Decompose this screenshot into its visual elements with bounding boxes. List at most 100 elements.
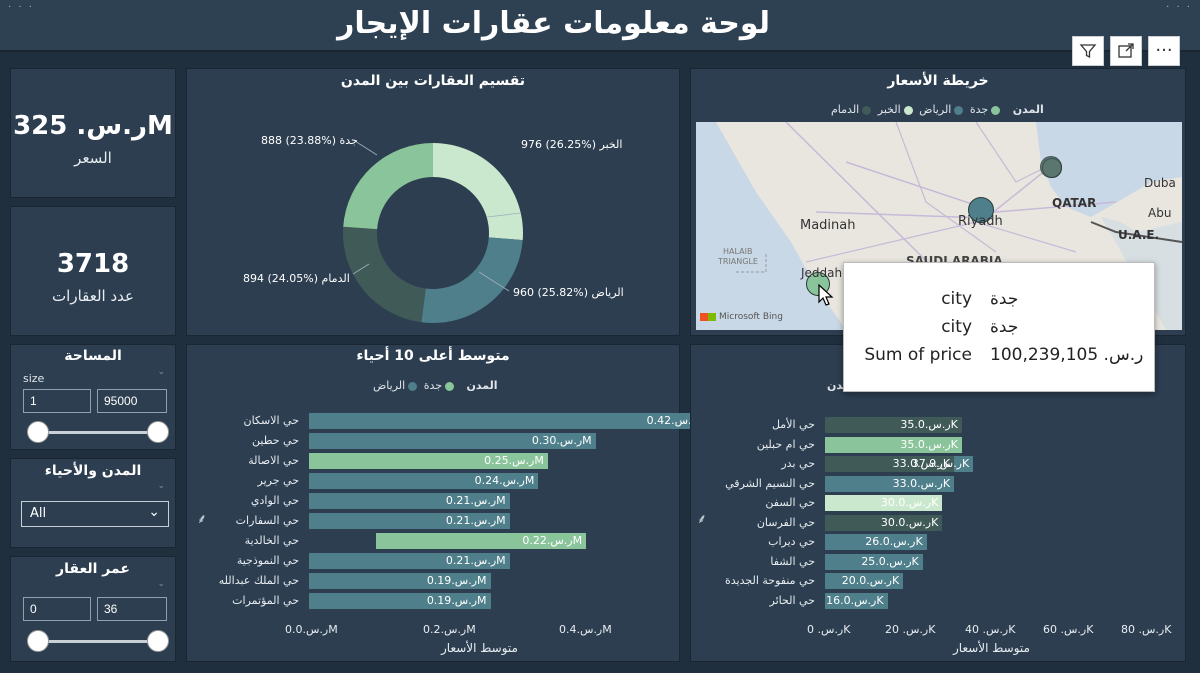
bar[interactable] (309, 413, 711, 429)
bar-value-label: ر.س.26.0K (865, 535, 923, 548)
title-dots-right: · · · (1166, 2, 1192, 13)
bar[interactable] (309, 493, 510, 509)
more-options-icon[interactable]: ··· (1148, 36, 1180, 66)
donut-slice-0[interactable] (433, 143, 523, 241)
tooltip-value: جدة (990, 289, 1019, 309)
tooltip-value: جدة (990, 317, 1019, 337)
donut-label-khobar: 976 (26.25%) الخبر (521, 138, 623, 151)
bar[interactable] (309, 473, 539, 489)
bar[interactable] (309, 553, 510, 569)
age-slider-track[interactable] (37, 640, 157, 643)
bar[interactable] (825, 436, 962, 453)
bar-category-label: حي الفرسان (756, 515, 815, 529)
bar[interactable] (825, 495, 943, 511)
bar-category-label: حي الأمل (771, 418, 815, 431)
age-max-input[interactable] (97, 597, 167, 621)
bar-category-label: حي الوادي (250, 494, 299, 507)
age-slicer-title: عمر العقار (56, 561, 130, 577)
top-neighborhoods-chart-panel: متوسط أعلى 10 أحياء المدن جدة الرياض ⸙ ح… (186, 344, 711, 662)
bar[interactable] (825, 475, 955, 492)
tooltip-key: Sum of price (864, 345, 972, 365)
bar[interactable] (825, 592, 888, 609)
age-slider-min-handle[interactable] (27, 630, 49, 652)
donut-label-riyadh: 960 (25.82%) الرياض (513, 286, 624, 299)
donut-slice-2[interactable] (343, 226, 426, 323)
donut-label-dammam: 894 (24.05%) الدمام (243, 272, 350, 285)
area-slider-max-handle[interactable] (147, 421, 169, 443)
chevron-down-icon[interactable]: ⌄ (157, 579, 165, 589)
area-slider-min-handle[interactable] (27, 421, 49, 443)
map-bubble-riyadh[interactable] (968, 197, 994, 223)
kpi-price-card: ر.س. 325M السعر (10, 68, 176, 198)
page-title: لوحة معلومات عقارات الإيجار (337, 6, 770, 41)
bar-value-label: ر.س.0.21M (445, 514, 506, 527)
bar-category-label: حي الشفا (770, 554, 815, 568)
tooltip-row: city جدة (844, 289, 1156, 315)
legend-dot-jeddah (991, 105, 1001, 115)
bing-logo-text: Microsoft Bing (719, 312, 783, 322)
city-slicer: المدن والأحياء ⌄ All ⌄ (10, 458, 176, 548)
bar-value-label: ر.س.30.0K (880, 515, 939, 529)
bar[interactable] (309, 593, 491, 609)
donut-slice-1[interactable] (421, 237, 523, 323)
bar[interactable] (309, 573, 491, 589)
chevron-down-icon[interactable]: ⌄ (157, 481, 165, 491)
bar-value-label: ر.س.16.0K (826, 593, 884, 607)
map-label-dubai: Duba (1144, 176, 1176, 190)
bar[interactable] (375, 533, 587, 549)
bar-value-label: ر.س.30.0K (880, 496, 939, 509)
area-max-input[interactable] (97, 389, 167, 413)
bar-category-label: حي السفارات (235, 514, 299, 527)
bar-category-label: حي ديراب (768, 535, 815, 548)
bar-category-label: حي الحائر (769, 593, 815, 607)
legend-dot-riyadh (408, 381, 418, 391)
bar-category-label: حي المؤتمرات (232, 594, 299, 607)
left-bar-legend: المدن جدة الرياض (373, 379, 498, 392)
bar-category-label: حي بدر (781, 457, 815, 470)
bar-value-label: ر.س.0.21M (445, 554, 506, 567)
area-min-input[interactable] (23, 389, 91, 413)
age-slider-max-handle[interactable] (147, 630, 169, 652)
bar[interactable] (825, 456, 955, 472)
bar[interactable] (825, 514, 943, 531)
left-x-tick: ر.س.0.4M (559, 623, 612, 636)
bar-category-label: حي السفن (765, 496, 815, 509)
expand-icon[interactable] (1110, 36, 1142, 66)
bar-category-label: حي حطين (252, 434, 299, 447)
donut-chart-title: تقسيم العقارات بين المدن (340, 73, 526, 89)
title-dots-left: · · · (8, 2, 34, 13)
right-x-tick: ر.س. 20K (885, 623, 936, 636)
bar-category-label: حي الاصالة (248, 454, 299, 467)
chevron-down-icon[interactable]: ⌄ (157, 367, 165, 377)
legend-dot-dammam (862, 105, 872, 115)
map-bubble-dammam[interactable] (1040, 156, 1062, 178)
map-tooltip: city جدة city جدة Sum of price ر.س. 100,… (843, 262, 1155, 392)
legend-dot-jeddah (445, 381, 455, 391)
left-bar-chart-title: متوسط أعلى 10 أحياء (356, 348, 510, 364)
bar-value-label: ر.س.0.30M (531, 434, 592, 447)
age-min-input[interactable] (23, 597, 91, 621)
left-x-tick: ر.س.0.0M (285, 623, 338, 636)
donut-slice-3[interactable] (343, 143, 433, 230)
right-x-tick: ر.س. 80K (1121, 623, 1172, 636)
right-x-tick: ر.س. 0K (807, 623, 851, 636)
bar[interactable] (309, 513, 510, 529)
tooltip-value: ر.س. 100,239,105 (990, 345, 1144, 365)
mouse-cursor-icon (818, 284, 834, 306)
area-slider-track[interactable] (37, 431, 157, 434)
bar[interactable] (309, 453, 548, 469)
map-label-madinah: Madinah (800, 218, 856, 233)
bar[interactable] (309, 433, 596, 449)
map-panel-title: خريطة الأسعار (887, 73, 989, 89)
y-axis-icon: ⸙ (697, 512, 707, 527)
area-slicer-title: المساحة (64, 348, 122, 364)
bar[interactable] (825, 553, 923, 570)
bar[interactable] (825, 573, 904, 589)
bar-category-label: حي ام حبلين (756, 437, 815, 451)
filter-icon[interactable] (1072, 36, 1104, 66)
bar[interactable] (825, 534, 927, 550)
city-dropdown[interactable]: All ⌄ (21, 501, 169, 527)
donut-label-jeddah: 888 (23.88%) جدة (261, 134, 358, 147)
bing-logo: Microsoft Bing (700, 312, 783, 322)
bar[interactable] (825, 417, 962, 433)
